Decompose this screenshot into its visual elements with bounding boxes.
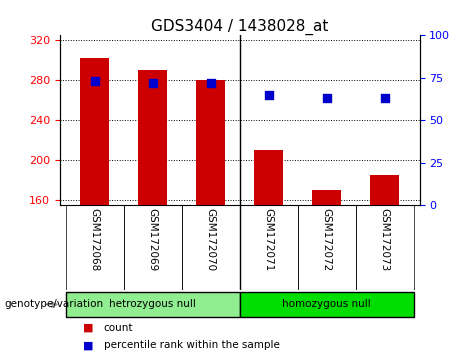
Text: GSM172069: GSM172069 (148, 208, 158, 271)
Text: genotype/variation: genotype/variation (5, 299, 104, 309)
Bar (80, 58, 109, 205)
Text: GSM172070: GSM172070 (206, 208, 216, 271)
Point (381, 96, 389, 101)
Bar (240, 205, 298, 290)
Title: GDS3404 / 1438028_at: GDS3404 / 1438028_at (151, 19, 328, 35)
Bar (66, 292, 240, 317)
Bar (356, 205, 414, 290)
Bar (182, 205, 240, 290)
Bar (254, 150, 283, 205)
Bar (312, 190, 341, 205)
Bar (66, 205, 124, 290)
Bar (138, 70, 167, 205)
Text: count: count (104, 323, 133, 333)
Text: GSM172072: GSM172072 (322, 208, 332, 271)
Text: homozygous null: homozygous null (282, 299, 371, 309)
Point (207, 80, 214, 86)
Point (265, 92, 272, 98)
Text: GSM172068: GSM172068 (90, 208, 100, 271)
Text: ■: ■ (83, 341, 94, 350)
Text: hetrozygous null: hetrozygous null (109, 299, 196, 309)
Point (149, 80, 156, 86)
Text: GSM172073: GSM172073 (380, 208, 390, 271)
Bar (298, 205, 356, 290)
Point (91, 79, 98, 84)
Text: ■: ■ (83, 323, 94, 333)
Bar (370, 175, 399, 205)
Bar (196, 80, 225, 205)
Text: percentile rank within the sample: percentile rank within the sample (104, 341, 280, 350)
Text: GSM172071: GSM172071 (264, 208, 274, 271)
Bar (240, 292, 414, 317)
Point (323, 96, 331, 101)
Bar (124, 205, 182, 290)
